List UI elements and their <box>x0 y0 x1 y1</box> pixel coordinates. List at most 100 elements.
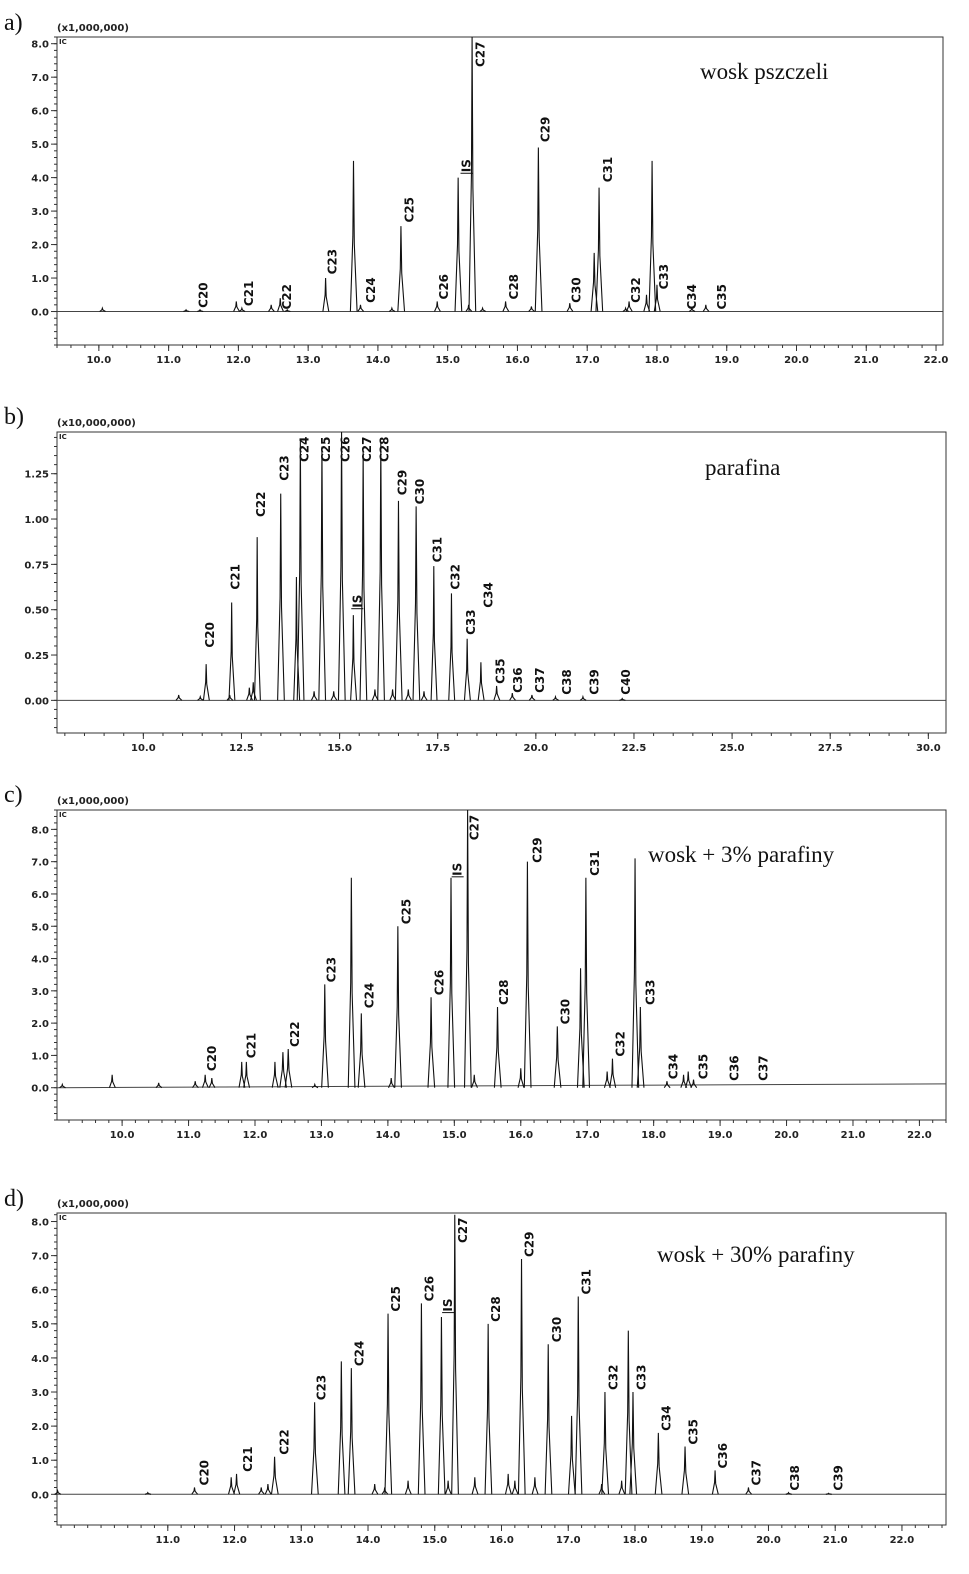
chromatogram-peak <box>144 1491 152 1495</box>
chromatogram-peak <box>574 1296 583 1495</box>
x-tick-label: 30.0 <box>916 743 941 754</box>
peak-label: C32 <box>448 564 462 590</box>
chromatogram-peak <box>576 968 585 1088</box>
x-tick-label: 13.0 <box>309 1130 334 1141</box>
peak-label: C37 <box>749 1460 763 1486</box>
peak-label: C22 <box>278 1429 292 1455</box>
chromatogram-peak <box>447 877 456 1088</box>
chromatogram-peak <box>271 1061 279 1088</box>
peak-label: C28 <box>489 1296 503 1322</box>
chromatogram-peak <box>337 1361 346 1495</box>
peak-label: C29 <box>395 470 409 496</box>
chromatogram-peak <box>350 615 358 701</box>
x-tick-label: 20.0 <box>756 1535 781 1546</box>
panel-label: c) <box>4 782 23 808</box>
peak-label: C21 <box>242 281 256 307</box>
chromatogram-peak <box>643 294 651 312</box>
chromatogram-peak <box>233 1473 241 1495</box>
chromatogram-peak <box>544 1344 553 1495</box>
peak-label: C27 <box>467 815 481 841</box>
chromatogram-peak <box>54 1488 62 1495</box>
chart-title: parafina <box>705 455 780 480</box>
x-tick-label: 13.0 <box>296 355 321 366</box>
chromatogram-peak <box>405 689 412 701</box>
chromatogram-peak <box>511 1480 519 1495</box>
peak-label: IS <box>441 1298 455 1311</box>
x-tick-label: 14.0 <box>376 1130 401 1141</box>
peak-label: C23 <box>314 1375 328 1401</box>
x-tick-label: 15.0 <box>442 1130 467 1141</box>
y-tick-label: 2.0 <box>31 241 49 252</box>
panel-label: d) <box>4 1186 24 1212</box>
x-tick-label: 17.0 <box>575 355 600 366</box>
chromatogram-peak <box>579 694 587 701</box>
chromatogram-peak <box>517 1068 525 1088</box>
peak-label: C31 <box>431 537 445 563</box>
chromatogram-peak <box>420 691 428 701</box>
chromatogram-peak <box>197 308 204 313</box>
chromatogram-peak <box>451 1214 459 1495</box>
y-tick-label: 1.0 <box>31 1456 49 1467</box>
peak-label: C29 <box>538 117 552 143</box>
y-tick-label: 8.0 <box>31 1218 49 1229</box>
peak-label: C28 <box>378 436 392 462</box>
chromatogram-peak <box>471 1074 478 1088</box>
peak-label: C35 <box>696 1054 710 1080</box>
chromatogram-peak <box>504 1473 512 1495</box>
chromatogram-peak <box>246 687 254 701</box>
y-tick-label: 8.0 <box>31 825 49 836</box>
chart-panel-b: b) (x10,000,000) IC parafina 0.00 0.25 0.50 0.7… <box>4 404 947 754</box>
peak-label: C38 <box>788 1465 802 1491</box>
peak-label: C21 <box>241 1446 255 1472</box>
chart-panel-d: d) (x1,000,000) IC wosk + 30% parafiny 0.0 1.… <box>4 1186 947 1546</box>
chromatogram-peak <box>389 689 397 701</box>
y-tick-label: 6.0 <box>31 890 49 901</box>
y-tick-label: 1.0 <box>31 274 49 285</box>
chromatogram-peak <box>427 997 436 1088</box>
chromatogram-peak <box>394 926 402 1088</box>
chromatogram-peak <box>284 1048 293 1088</box>
chart-title: wosk pszczeli <box>700 59 828 84</box>
chromatogram-peak <box>711 1470 719 1495</box>
chromatogram-peak <box>690 1079 698 1089</box>
peak-label: C28 <box>497 979 511 1005</box>
detector-label: IC <box>59 38 67 46</box>
peak-label: C26 <box>422 1276 436 1302</box>
x-tick-label: 19.0 <box>708 1130 733 1141</box>
x-tick-label: 21.0 <box>823 1535 848 1546</box>
peak-label: C32 <box>629 277 643 303</box>
peak-label: C26 <box>433 970 447 996</box>
chromatogram-peak <box>388 1077 395 1088</box>
chromatogram-peak <box>567 1415 576 1495</box>
chromatogram-peak <box>357 1013 366 1088</box>
y-tick-label: 0.25 <box>24 651 49 662</box>
peak-label: C32 <box>607 1365 621 1391</box>
chromatogram-peak <box>509 693 516 701</box>
x-tick-label: 22.5 <box>622 743 647 754</box>
chromatogram-peak <box>523 861 532 1088</box>
y-tick-label: 0.50 <box>24 606 49 617</box>
y-tick-label: 3.0 <box>31 1388 49 1399</box>
x-tick-label: 11.0 <box>176 1130 201 1141</box>
chromatogram-peak <box>471 1477 479 1495</box>
x-tick-label: 22.0 <box>907 1130 932 1141</box>
y-tick-label: 2.0 <box>31 1422 49 1433</box>
x-tick-label: 15.0 <box>422 1535 447 1546</box>
x-tick-label: 17.5 <box>425 743 450 754</box>
x-tick-label: 27.5 <box>818 743 843 754</box>
chromatogram-peak <box>444 1480 452 1495</box>
chromatogram-peak <box>277 493 285 701</box>
chromatogram-peak <box>654 1432 663 1495</box>
x-tick-label: 16.0 <box>505 355 530 366</box>
x-tick-label: 15.0 <box>435 355 460 366</box>
chromatogram-peak <box>226 694 234 701</box>
chromatogram-peak <box>357 304 365 312</box>
chromatogram-peak <box>603 1071 611 1088</box>
chromatogram-peak <box>479 306 487 312</box>
chromatogram-peak <box>175 694 183 701</box>
chromatogram-peak <box>590 252 599 312</box>
y-tick-label: 6.0 <box>31 107 49 118</box>
peak-label: C26 <box>437 274 451 300</box>
peak-label: C26 <box>338 436 352 462</box>
peak-label: C39 <box>832 1465 846 1491</box>
